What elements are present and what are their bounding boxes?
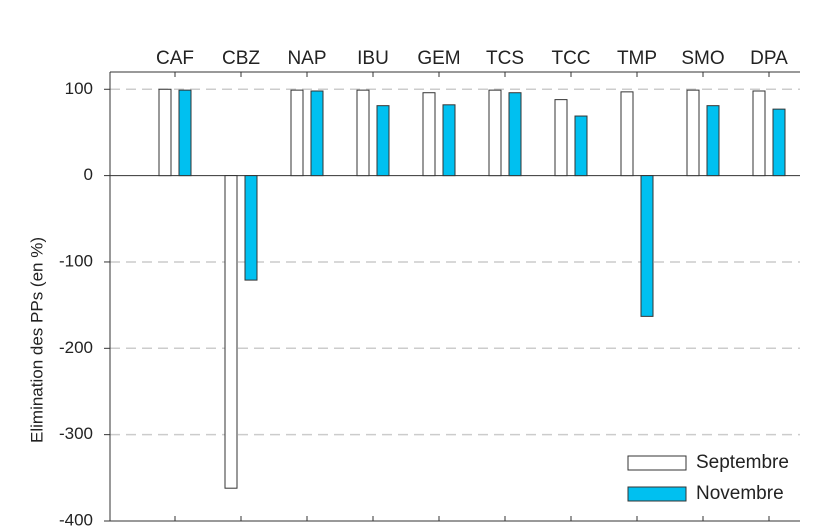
bar	[158, 88, 172, 177]
bar	[310, 90, 324, 177]
y-tick-label: -300	[59, 424, 93, 443]
y-tick-label: -400	[59, 510, 93, 529]
x-tick-label: TCS	[486, 48, 524, 69]
bar	[640, 175, 654, 317]
bar	[178, 89, 192, 177]
bar	[442, 104, 456, 177]
legend-label: Novembre	[696, 483, 784, 504]
bar	[706, 105, 720, 177]
bar	[554, 99, 568, 177]
bar	[422, 92, 436, 177]
bar	[488, 89, 502, 177]
y-tick-label: 0	[84, 165, 93, 184]
x-tick-label: IBU	[357, 48, 389, 69]
x-tick-label: NAP	[287, 48, 326, 69]
x-tick-label: CAF	[156, 48, 194, 69]
bar	[244, 175, 258, 281]
bar	[574, 115, 588, 177]
y-tick-label: 100	[65, 79, 93, 98]
bar	[686, 89, 700, 177]
bar	[772, 108, 786, 177]
legend-label: Septembre	[696, 452, 789, 473]
x-tick-label: SMO	[681, 48, 724, 69]
bar	[224, 175, 238, 489]
x-tick-label: CBZ	[222, 48, 260, 69]
x-tick-label: TMP	[617, 48, 657, 69]
x-tick-label: DPA	[750, 48, 788, 69]
bar	[356, 89, 370, 177]
bar	[752, 90, 766, 177]
bar	[290, 89, 304, 177]
y-axis-label: Elimination des PPs (en %)	[27, 237, 46, 443]
legend-swatch	[627, 486, 687, 502]
x-tick-label: TCC	[551, 48, 590, 69]
bar	[620, 91, 634, 177]
bar	[508, 92, 522, 177]
y-tick-label: -100	[59, 251, 93, 270]
x-tick-label: GEM	[417, 48, 460, 69]
bar	[376, 105, 390, 177]
legend-swatch	[627, 455, 687, 471]
y-tick-label: -200	[59, 338, 93, 357]
